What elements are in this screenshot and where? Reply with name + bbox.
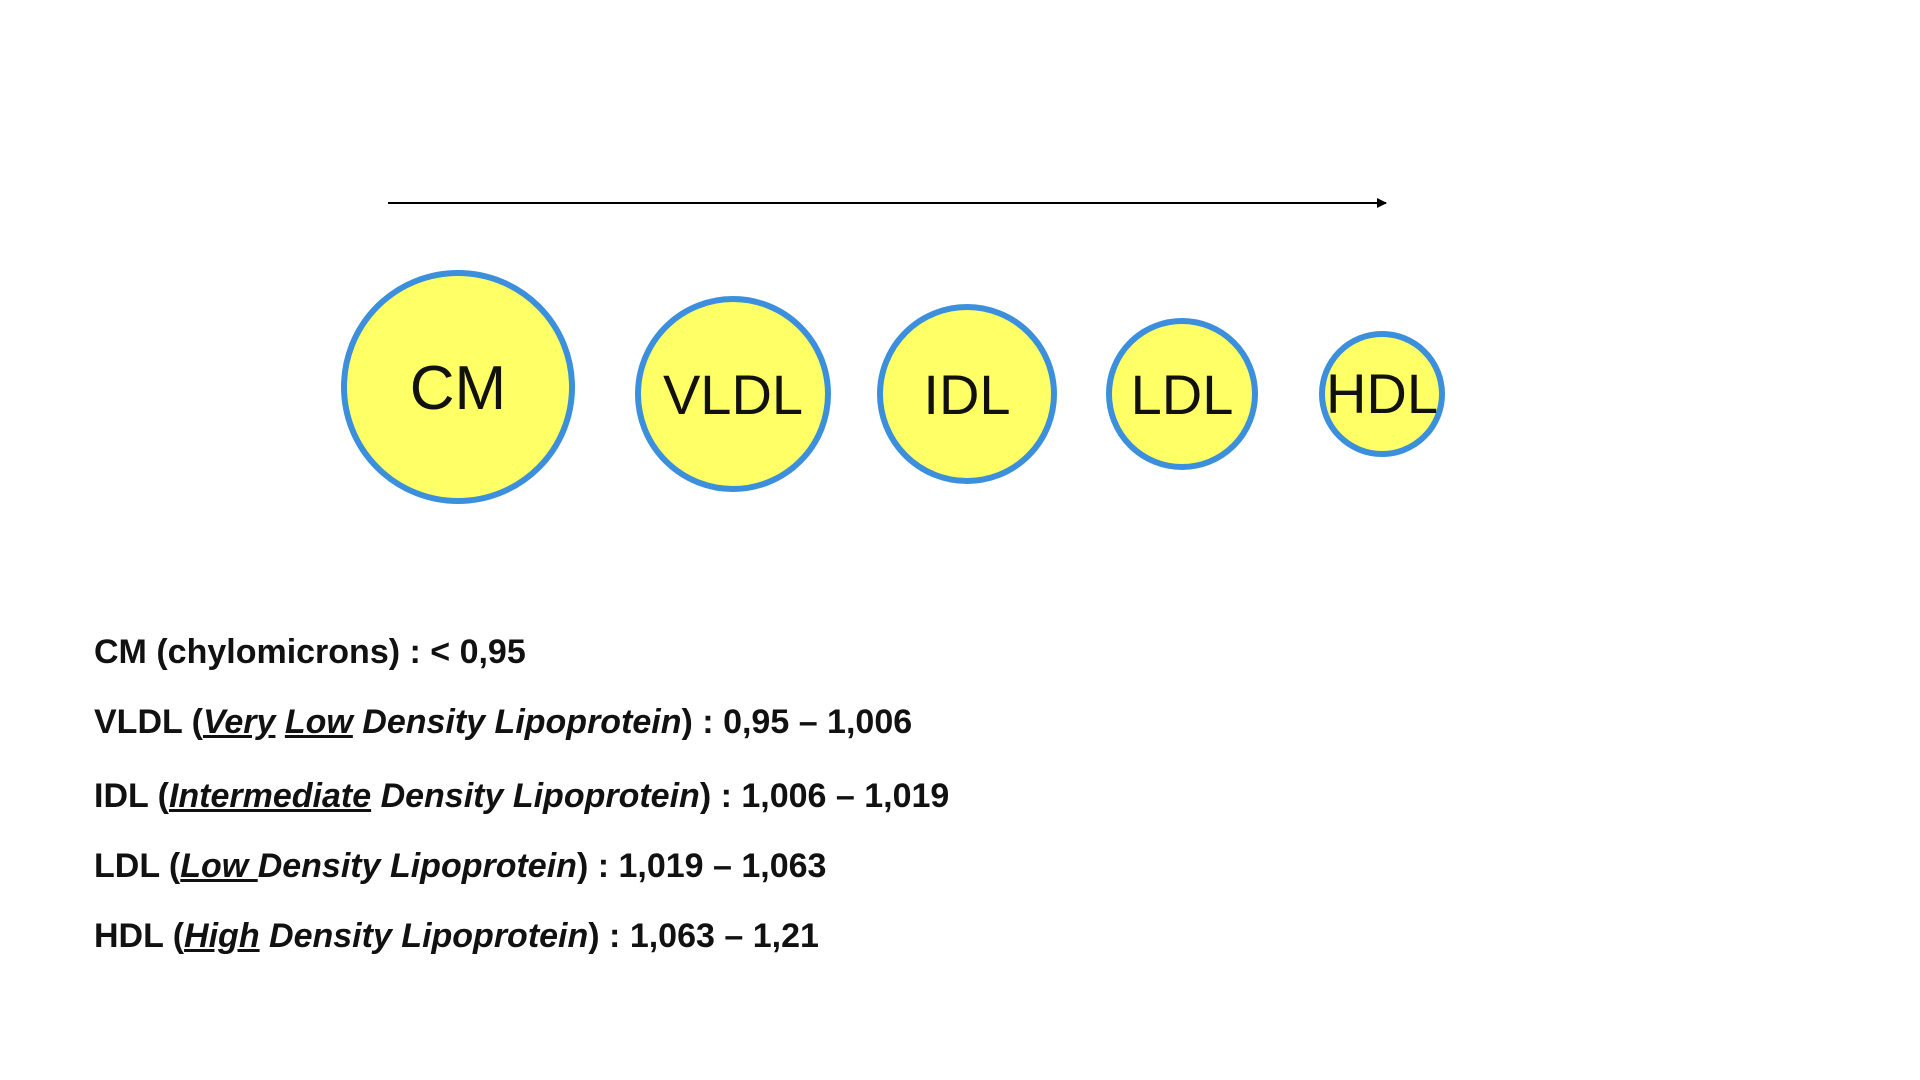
density-range: 1,006 – 1,019 — [741, 777, 950, 815]
density-range: 0,95 – 1,006 — [723, 703, 913, 741]
name-rest: Density Lipoprotein — [371, 777, 700, 815]
name-rest: Density Lipoprotein — [257, 847, 577, 885]
particle-label: IDL — [923, 363, 1010, 426]
particle-label: HDL — [1326, 362, 1438, 425]
particle-cm: CM — [341, 270, 575, 504]
name-rest: Density Lipoprotein — [352, 703, 682, 741]
name-rest: Density Lipoprotein — [259, 917, 589, 955]
particle-circle — [1106, 318, 1258, 470]
particle-ldl: LDL — [1106, 318, 1258, 470]
particle-idl: IDL — [877, 304, 1057, 484]
particle-label: VLDL — [663, 363, 803, 426]
abbr: VLDL — [94, 703, 183, 741]
legend-line-idl: IDL (Intermediate Density Lipoprotein) :… — [94, 776, 949, 816]
word-intermediate: Intermediate — [168, 777, 372, 815]
legend-line-cm: CM (chylomicrons) : < 0,95 — [94, 632, 526, 672]
abbr: HDL — [94, 917, 164, 955]
paren-close: ) : — [699, 777, 742, 815]
particle-circle — [1319, 331, 1445, 457]
particle-hdl: HDL — [1319, 331, 1445, 457]
density-range: < 0,95 — [430, 633, 526, 671]
particle-vldl: VLDL — [635, 296, 831, 492]
paren-close: ) : — [681, 703, 724, 741]
word-low: Low — [284, 703, 353, 741]
lipoprotein-size-diagram: CM VLDL IDL LDL HDL — [341, 198, 1445, 504]
particle-circle — [341, 270, 575, 504]
particle-circle — [635, 296, 831, 492]
paren-close: ) : — [576, 847, 619, 885]
abbr: IDL — [94, 777, 149, 815]
word-low: Low — [180, 847, 258, 885]
paren-open: ( — [163, 917, 185, 955]
particle-label: LDL — [1131, 363, 1234, 426]
word-high: High — [184, 917, 260, 955]
space — [275, 703, 284, 741]
density-range: 1,019 – 1,063 — [618, 847, 827, 885]
paren-open: ( — [182, 703, 203, 741]
abbr: CM — [94, 633, 147, 671]
legend-line-vldl: VLDL (Very Low Density Lipoprotein) : 0,… — [94, 702, 912, 742]
paren-open: ( — [159, 847, 181, 885]
name: (chylomicrons) : — [146, 633, 431, 671]
density-range: 1,063 – 1,21 — [629, 917, 819, 955]
particle-label: CM — [410, 354, 506, 423]
legend-line-ldl: LDL (Low Density Lipoprotein) : 1,019 – … — [94, 846, 826, 886]
particle-circle — [877, 304, 1057, 484]
paren-open: ( — [148, 777, 169, 815]
legend-line-hdl: HDL (High Density Lipoprotein) : 1,063 –… — [94, 916, 819, 956]
word-very: Very — [202, 703, 276, 741]
paren-close: ) : — [588, 917, 630, 955]
abbr: LDL — [94, 847, 160, 885]
